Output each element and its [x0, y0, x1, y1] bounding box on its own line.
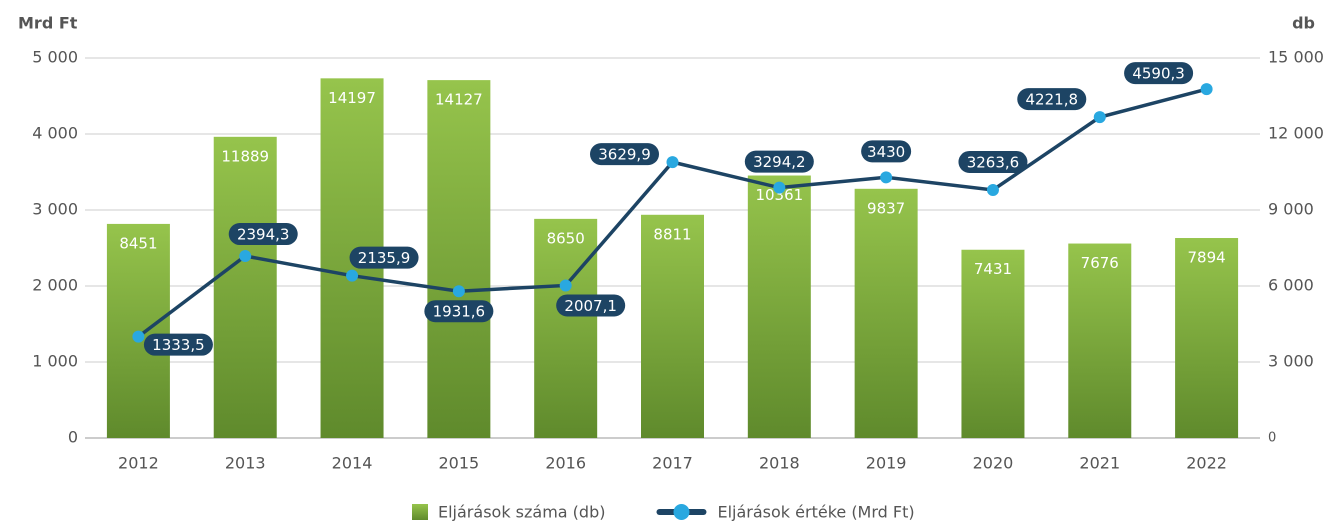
x-tick-label: 2012: [118, 454, 159, 473]
legend-label: Eljárások száma (db): [438, 503, 605, 522]
line-marker: [1200, 83, 1213, 96]
bar: [641, 214, 704, 438]
line-marker: [986, 183, 999, 196]
y-axis-label: Mrd Ft: [18, 14, 78, 33]
value-label-bg: [744, 150, 814, 173]
x-tick-label: 2014: [332, 454, 373, 473]
bar: [961, 249, 1025, 438]
y2-axis-label: db: [1292, 14, 1315, 33]
y-tick-label: 0: [68, 428, 78, 447]
x-tick-label: 2020: [973, 454, 1014, 473]
line-value-label: 1333,5: [152, 336, 205, 354]
y2-tick-label: 3 000: [1268, 352, 1314, 371]
y-tick-label: 3 000: [32, 200, 78, 219]
line-marker: [773, 181, 786, 194]
line-value-label: 3430: [867, 143, 905, 161]
value-label-bg: [349, 246, 419, 269]
value-label-bg: [143, 333, 213, 356]
bar-value-label: 11889: [221, 147, 269, 165]
line-marker: [559, 279, 572, 292]
y2-tick-label: 9 000: [1268, 200, 1314, 219]
value-label-bg: [556, 294, 626, 317]
bar: [854, 188, 918, 438]
y2-tick-label: 12 000: [1268, 124, 1324, 143]
y2-tick-label: 0: [1268, 431, 1276, 446]
value-label-bg: [1017, 88, 1087, 111]
line-value-label: 2394,3: [237, 226, 290, 244]
y-tick-label: 2 000: [32, 276, 78, 295]
bar-value-label: 9837: [867, 199, 905, 217]
bar-value-label: 8451: [119, 234, 157, 252]
line-value-label: 4590,3: [1132, 65, 1185, 83]
bar-value-label: 7676: [1081, 254, 1119, 272]
legend-swatch: [412, 504, 428, 520]
x-tick-label: 2015: [439, 454, 480, 473]
x-tick-label: 2022: [1186, 454, 1227, 473]
value-label-bg: [1124, 62, 1194, 85]
line-marker: [239, 250, 252, 263]
bar-value-label: 7431: [974, 260, 1012, 278]
line-marker: [452, 285, 465, 298]
bar-value-label: 10361: [755, 186, 803, 204]
bar: [534, 218, 598, 438]
x-tick-label: 2016: [545, 454, 586, 473]
bar-value-label: 8650: [547, 229, 585, 247]
x-tick-label: 2017: [652, 454, 693, 473]
line-marker: [666, 156, 679, 169]
legend-label: Eljárások értéke (Mrd Ft): [717, 503, 914, 522]
line-marker: [132, 330, 145, 343]
value-label-bg: [590, 143, 659, 166]
bar: [747, 175, 811, 438]
line-value-label: 3629,9: [598, 146, 651, 164]
y-tick-label: 1 000: [32, 352, 78, 371]
bar: [427, 80, 491, 438]
bar-value-label: 14197: [328, 89, 376, 107]
y2-tick-label: 15 000: [1268, 48, 1324, 67]
value-label-bg: [861, 140, 912, 163]
bar: [1068, 243, 1132, 438]
line-value-label: 4221,8: [1026, 91, 1079, 109]
x-tick-label: 2018: [759, 454, 800, 473]
line-value-label: 2007,1: [564, 297, 617, 315]
bar-value-label: 7894: [1187, 249, 1225, 267]
y2-tick-label: 6 000: [1268, 276, 1314, 295]
value-label-bg: [424, 300, 494, 323]
line-value-label: 3263,6: [967, 153, 1020, 171]
bar: [213, 136, 277, 438]
y-tick-label: 5 000: [32, 48, 78, 67]
x-tick-label: 2021: [1079, 454, 1120, 473]
bar: [1175, 238, 1239, 438]
value-label-bg: [228, 223, 298, 246]
y-tick-label: 4 000: [32, 124, 78, 143]
line-marker: [1093, 111, 1106, 124]
legend-marker: [673, 504, 690, 520]
line-value-label: 1931,6: [433, 303, 486, 321]
x-tick-label: 2013: [225, 454, 266, 473]
bar-value-label: 14127: [435, 91, 483, 109]
line-value-label: 2135,9: [358, 249, 411, 267]
value-label-bg: [958, 150, 1028, 173]
line-value-label: 3294,2: [753, 153, 806, 171]
bar-value-label: 8811: [653, 225, 691, 243]
line-marker: [880, 171, 893, 184]
line-marker: [346, 269, 359, 282]
x-tick-label: 2019: [866, 454, 907, 473]
